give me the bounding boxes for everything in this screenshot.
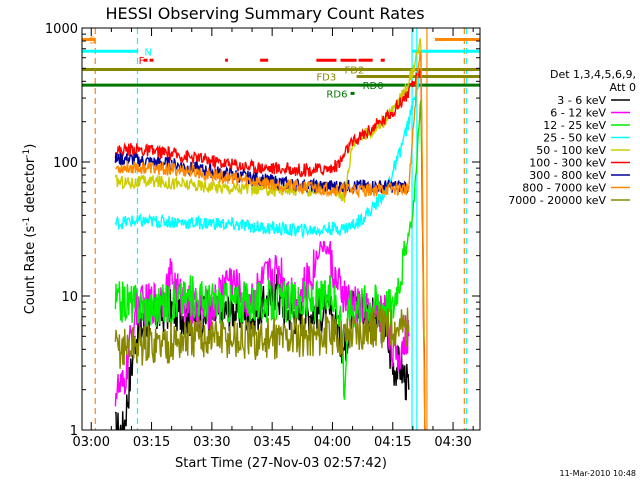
x-tick-label-1: 03:15 <box>133 435 170 450</box>
x-tick-label-2: 03:30 <box>193 435 230 450</box>
legend-title-1: Det 1,3,4,5,6,9, <box>550 68 636 81</box>
flag-label-fd2: FD2 <box>345 66 365 77</box>
y-tick-label-3: 1000 <box>45 22 78 37</box>
x-tick-label-5: 04:15 <box>374 435 411 450</box>
x-tick-label-3: 03:45 <box>253 435 290 450</box>
x-axis-label: Start Time (27-Nov-03 02:57:42) <box>175 456 387 471</box>
plot-area <box>82 28 480 430</box>
legend-title-2: Att 0 <box>610 81 636 94</box>
flag-label-s: S <box>89 36 95 47</box>
legend-label-8: 7000 - 20000 keV <box>508 194 606 207</box>
legend-label-0: 3 - 6 keV <box>557 94 606 107</box>
series-line-4 <box>114 38 426 430</box>
flag-label-rd6: RD6 <box>326 89 347 100</box>
series-line-7 <box>115 51 426 430</box>
x-tick-label-0: 03:00 <box>73 435 110 450</box>
legend-label-6: 300 - 800 keV <box>529 169 606 182</box>
legend-label-2: 12 - 25 keV <box>543 119 606 132</box>
axes: 03:00 03:15 03:30 03:45 04:00 04:15 04:30 1 10 10… <box>45 22 480 450</box>
y-axis-label: Count Rate (s-1 detector-1) <box>22 144 38 315</box>
legend-label-7: 800 - 7000 keV <box>522 182 606 195</box>
x-tick-label-4: 04:00 <box>314 435 351 450</box>
chart-title: HESSI Observing Summary Count Rates <box>105 4 424 23</box>
flag-label-f: F <box>139 56 145 67</box>
flag-labels: S NF FD2 FD3 RD0 RD6 <box>89 36 383 101</box>
series-line-5 <box>114 68 426 430</box>
legend-label-5: 100 - 300 keV <box>529 157 606 170</box>
series-line-3 <box>114 68 422 240</box>
plot-frame <box>81 27 481 431</box>
y-tick-label-2: 100 <box>53 156 78 171</box>
legend-label-4: 50 - 100 keV <box>536 144 606 157</box>
series-line-8 <box>114 306 410 369</box>
flag-label-n: N <box>144 47 151 58</box>
legend-label-1: 6 - 12 keV <box>550 107 606 120</box>
x-tick-label-6: 04:30 <box>434 435 471 450</box>
flag-label-fd3: FD3 <box>316 72 336 83</box>
y-tick-label-1: 10 <box>61 290 78 305</box>
legend-label-3: 25 - 50 keV <box>543 132 606 145</box>
y-tick-label-0: 1 <box>70 424 78 439</box>
flag-label-rd0: RD0 <box>363 81 384 92</box>
timestamp: 11-Mar-2010 10:48 <box>560 469 637 478</box>
